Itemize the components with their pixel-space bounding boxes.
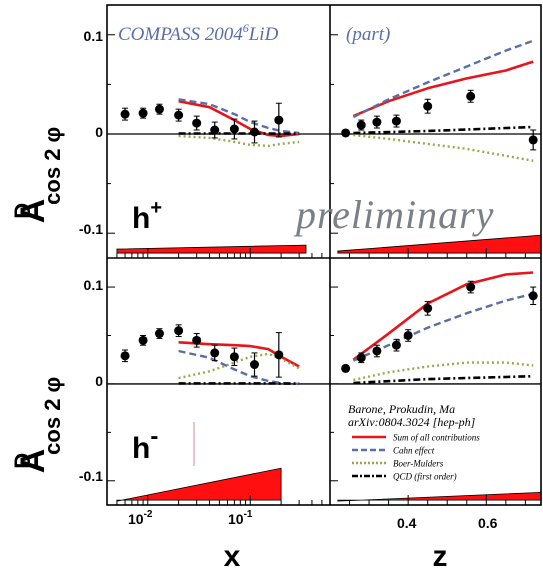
panel-1: [329, 34, 542, 258]
svg-text:ADcos 2 φ: ADcos 2 φ: [10, 127, 65, 224]
curve-cahn-effect: [352, 292, 534, 362]
systematic-band: [337, 234, 542, 254]
systematic-band: [116, 467, 282, 502]
systematic-band: [337, 491, 542, 502]
curve-boer-mulders: [178, 134, 300, 148]
svg-text:ADcos 2 φ: ADcos 2 φ: [10, 377, 65, 474]
curve-sum-of-all-contributions: [352, 271, 534, 361]
data-point: [391, 340, 401, 350]
experiment-label: COMPASS 20046LiD: [118, 21, 279, 45]
curve-qcd-first-order-: [353, 374, 534, 385]
panel-3: [329, 271, 542, 505]
panel-0: [106, 34, 330, 258]
data-point: [466, 91, 476, 101]
data-point: [154, 104, 164, 114]
legend-reference-authors: Barone, Prokudin, Ma: [348, 402, 455, 416]
data-point: [120, 109, 130, 119]
data-point: [528, 135, 538, 145]
data-point: [229, 124, 239, 134]
legend-label: QCD (first order): [393, 472, 457, 482]
data-point: [274, 350, 284, 360]
y-tick-top-0: 0: [95, 124, 103, 140]
y-tick-top-0.1: 0.1: [84, 28, 104, 44]
y-axis-label-bottom: ADcos 2 φ: [10, 377, 65, 474]
curve-sum-of-all-contributions: [352, 60, 534, 118]
x-tick-0.4: 0.4: [397, 515, 417, 531]
data-point: [174, 326, 184, 336]
data-point: [192, 335, 202, 345]
y-tick-bot-0: 0: [95, 373, 103, 389]
data-point: [192, 118, 202, 128]
y-axis-label-top: ADcos 2 φ: [10, 127, 65, 224]
y-tick-bot-0.1: 0.1: [84, 277, 104, 293]
curve-cahn-effect: [352, 39, 534, 119]
data-point: [403, 330, 413, 340]
data-point: [341, 128, 351, 138]
data-point: [138, 335, 148, 345]
data-point: [154, 329, 164, 339]
data-point: [341, 363, 351, 373]
data-point: [466, 282, 476, 292]
curve-sum-of-all-contributions: [178, 99, 300, 138]
legend-label: Sum of all contributions: [393, 433, 480, 443]
legend-reference-arxiv: arXiv:0804.3024 [hep-ph]: [348, 415, 476, 429]
curve-boer-mulders: [353, 361, 534, 382]
curve-boer-mulders: [353, 133, 534, 162]
data-point: [210, 125, 220, 135]
y-tick-top--0.1: -0.1: [79, 221, 103, 237]
part-note: (part): [346, 24, 390, 45]
data-point: [372, 117, 382, 127]
data-point: [249, 127, 259, 137]
legend-label: Cahn effect: [393, 446, 435, 456]
data-point: [528, 291, 538, 301]
data-point: [356, 353, 366, 363]
data-point: [210, 348, 220, 358]
data-point: [120, 351, 130, 361]
data-point: [174, 110, 184, 120]
data-point: [274, 115, 284, 125]
x-axis-title-left: x: [224, 540, 241, 569]
panel-2: [106, 286, 330, 505]
legend-label: Boer-Mulders: [393, 459, 444, 469]
panel-frames: [106, 4, 542, 506]
systematic-band: [116, 244, 307, 254]
hadron-minus-label: h-: [132, 423, 158, 465]
legend-items: Sum of all contributions Cahn effect Boer-…: [352, 433, 480, 482]
data-point: [356, 120, 366, 130]
data-point: [249, 360, 259, 370]
data-point: [372, 346, 382, 356]
x-tick-0.6: 0.6: [478, 515, 498, 531]
x-tick-1e-2: 10-2: [128, 509, 153, 527]
hadron-plus-label: h+: [132, 197, 162, 235]
legend: Barone, Prokudin, Ma arXiv:0804.3024 [he…: [348, 402, 480, 482]
outer-frame: [106, 4, 542, 506]
data-point: [423, 303, 433, 313]
x-axis-title-right: z: [433, 540, 448, 569]
y-tick-bot--0.1: -0.1: [79, 468, 103, 484]
data-point: [391, 116, 401, 126]
y-tick-labels: 0.1 0 -0.1 0.1 0 -0.1: [79, 28, 103, 484]
data-point: [229, 352, 239, 362]
x-tick-1e-1: 10-1: [228, 509, 253, 527]
data-point: [423, 101, 433, 111]
curve-qcd-first-order-: [353, 125, 534, 135]
preliminary-watermark: preliminary: [293, 192, 494, 237]
data-point: [138, 108, 148, 118]
